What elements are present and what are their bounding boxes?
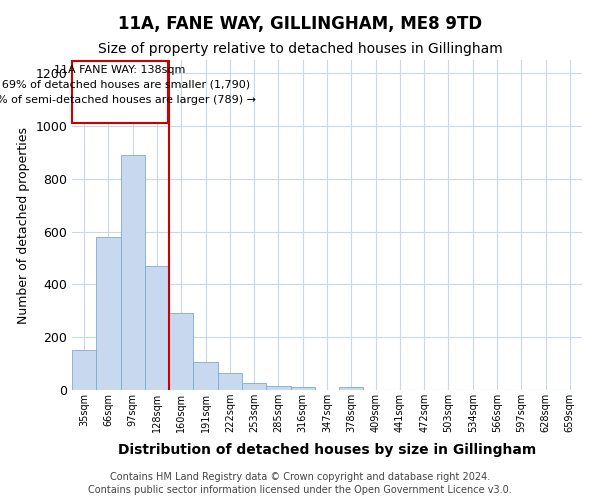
Bar bbox=[218, 373, 242, 390]
Bar bbox=[339, 387, 364, 390]
Bar bbox=[145, 266, 169, 390]
Bar bbox=[242, 382, 266, 390]
Text: 30% of semi-detached houses are larger (789) →: 30% of semi-detached houses are larger (… bbox=[0, 95, 256, 105]
Bar bbox=[169, 314, 193, 390]
Text: Contains public sector information licensed under the Open Government Licence v3: Contains public sector information licen… bbox=[88, 485, 512, 495]
FancyBboxPatch shape bbox=[72, 62, 168, 124]
Bar bbox=[121, 155, 145, 390]
X-axis label: Distribution of detached houses by size in Gillingham: Distribution of detached houses by size … bbox=[118, 444, 536, 458]
Text: Size of property relative to detached houses in Gillingham: Size of property relative to detached ho… bbox=[98, 42, 502, 56]
Bar bbox=[96, 237, 121, 390]
Text: ← 69% of detached houses are smaller (1,790): ← 69% of detached houses are smaller (1,… bbox=[0, 80, 251, 90]
Bar bbox=[290, 387, 315, 390]
Bar bbox=[266, 386, 290, 390]
Text: 11A FANE WAY: 138sqm: 11A FANE WAY: 138sqm bbox=[54, 66, 185, 76]
Bar bbox=[193, 362, 218, 390]
Y-axis label: Number of detached properties: Number of detached properties bbox=[17, 126, 30, 324]
Text: 11A, FANE WAY, GILLINGHAM, ME8 9TD: 11A, FANE WAY, GILLINGHAM, ME8 9TD bbox=[118, 15, 482, 33]
Text: Contains HM Land Registry data © Crown copyright and database right 2024.: Contains HM Land Registry data © Crown c… bbox=[110, 472, 490, 482]
Bar bbox=[72, 350, 96, 390]
